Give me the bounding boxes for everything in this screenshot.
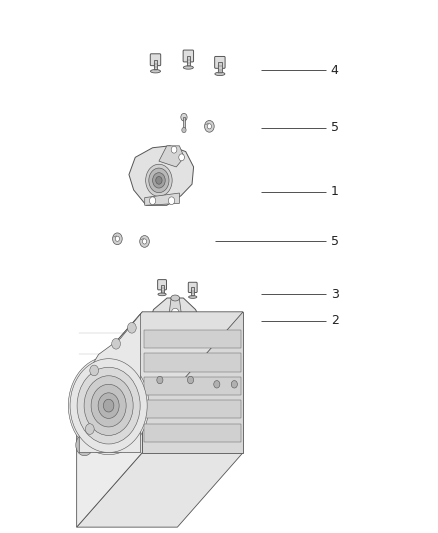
Circle shape: [153, 329, 159, 337]
Polygon shape: [144, 400, 241, 418]
Circle shape: [82, 374, 135, 438]
Bar: [187, 56, 190, 68]
Circle shape: [68, 357, 149, 455]
Ellipse shape: [171, 295, 180, 301]
Circle shape: [122, 376, 128, 384]
FancyBboxPatch shape: [183, 50, 194, 62]
Circle shape: [89, 382, 128, 429]
Ellipse shape: [189, 296, 197, 298]
Circle shape: [115, 236, 120, 241]
Circle shape: [75, 365, 142, 446]
Text: 2: 2: [331, 314, 339, 327]
Circle shape: [149, 197, 156, 205]
Circle shape: [91, 384, 126, 427]
FancyBboxPatch shape: [150, 54, 161, 66]
Polygon shape: [159, 146, 184, 167]
Polygon shape: [142, 312, 243, 453]
Circle shape: [187, 376, 194, 384]
Circle shape: [70, 359, 147, 453]
Bar: [218, 62, 222, 74]
Circle shape: [179, 154, 184, 161]
Circle shape: [171, 308, 179, 318]
Circle shape: [171, 146, 177, 153]
Ellipse shape: [158, 293, 166, 296]
Polygon shape: [144, 330, 241, 348]
Circle shape: [140, 236, 149, 247]
Circle shape: [156, 176, 162, 184]
Circle shape: [77, 367, 140, 444]
Bar: [191, 287, 194, 297]
Circle shape: [152, 173, 165, 188]
Circle shape: [214, 381, 220, 388]
Circle shape: [207, 124, 212, 129]
Circle shape: [205, 120, 214, 132]
Bar: [161, 285, 163, 294]
Polygon shape: [145, 298, 204, 348]
Circle shape: [157, 376, 163, 384]
Ellipse shape: [200, 322, 208, 340]
Circle shape: [85, 424, 94, 434]
Circle shape: [96, 391, 121, 421]
Circle shape: [76, 434, 93, 456]
Polygon shape: [77, 453, 243, 527]
Circle shape: [113, 233, 122, 245]
Circle shape: [142, 239, 147, 244]
Circle shape: [103, 399, 114, 412]
Circle shape: [100, 381, 106, 388]
Circle shape: [231, 381, 237, 388]
FancyBboxPatch shape: [188, 282, 197, 293]
Circle shape: [149, 168, 169, 192]
Polygon shape: [77, 312, 142, 527]
Text: 1: 1: [331, 185, 339, 198]
Circle shape: [168, 197, 175, 205]
Bar: [183, 117, 185, 130]
Polygon shape: [167, 298, 184, 329]
Ellipse shape: [184, 66, 193, 69]
Circle shape: [127, 322, 136, 333]
FancyBboxPatch shape: [215, 56, 225, 68]
Circle shape: [146, 164, 172, 197]
Circle shape: [181, 114, 187, 121]
Ellipse shape: [215, 72, 225, 76]
Ellipse shape: [151, 69, 160, 73]
Circle shape: [182, 127, 186, 133]
Text: 5: 5: [331, 122, 339, 134]
Circle shape: [84, 376, 133, 435]
Polygon shape: [144, 424, 241, 442]
Polygon shape: [77, 312, 243, 386]
Polygon shape: [144, 353, 241, 372]
Ellipse shape: [141, 322, 149, 340]
Polygon shape: [79, 314, 141, 453]
Text: 5: 5: [331, 235, 339, 248]
Circle shape: [98, 393, 119, 418]
Polygon shape: [145, 193, 180, 205]
Circle shape: [191, 329, 198, 337]
Circle shape: [112, 338, 120, 349]
Polygon shape: [144, 377, 241, 395]
Polygon shape: [129, 146, 194, 205]
Circle shape: [90, 365, 99, 376]
Circle shape: [102, 398, 115, 413]
Text: 3: 3: [331, 288, 339, 301]
FancyBboxPatch shape: [158, 280, 166, 290]
Text: 4: 4: [331, 64, 339, 77]
Bar: [154, 60, 157, 71]
